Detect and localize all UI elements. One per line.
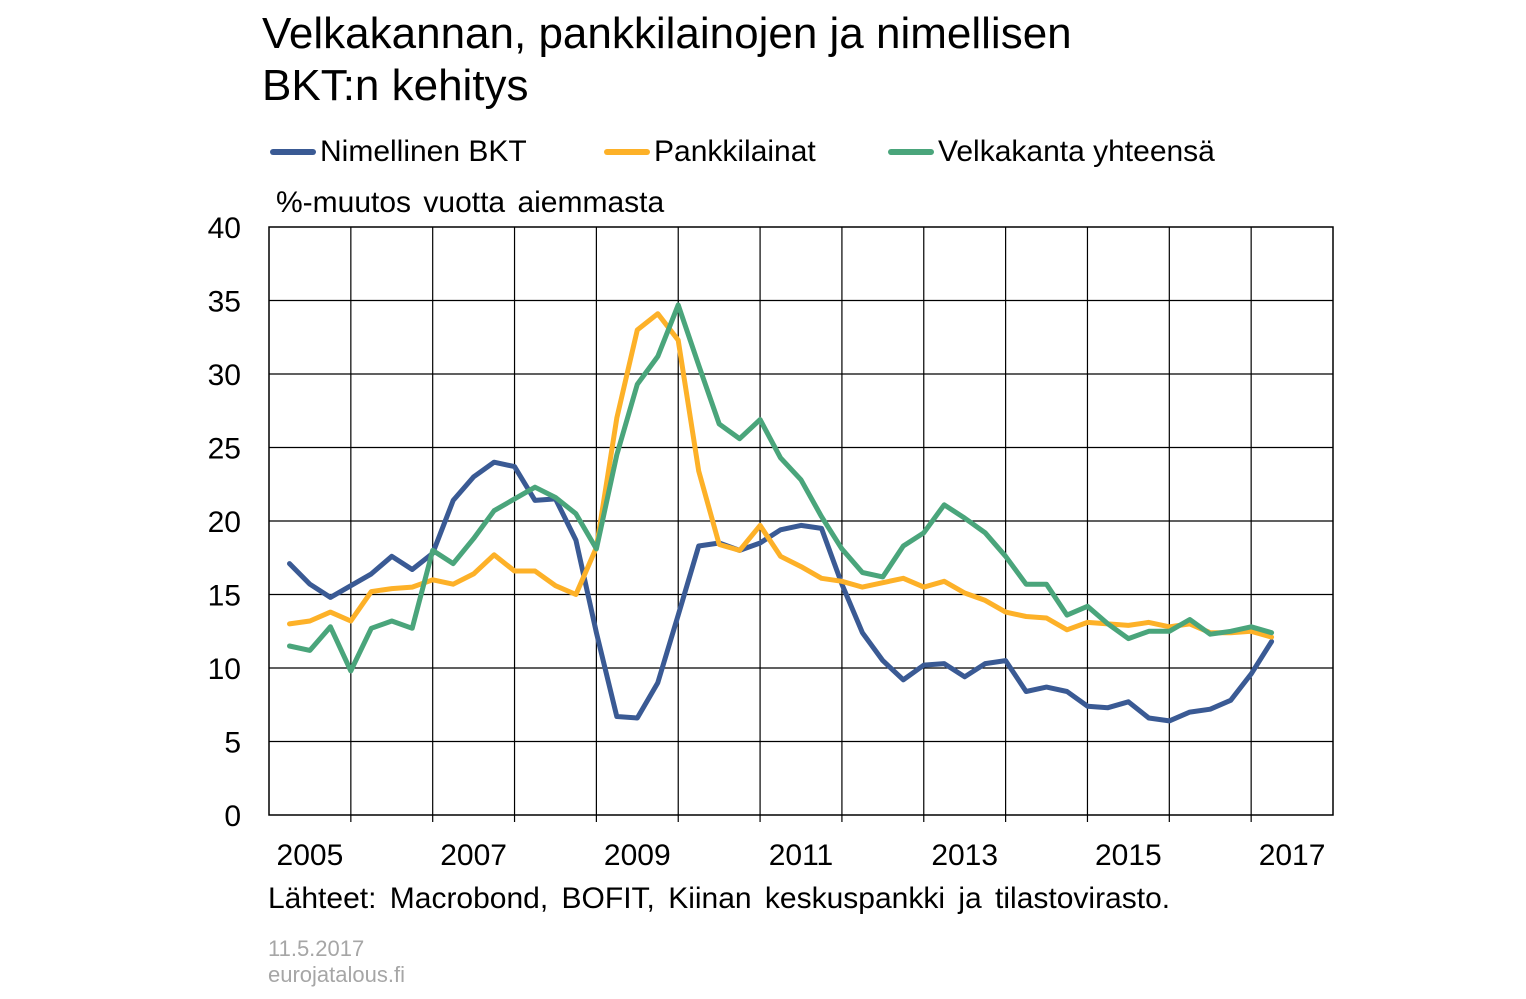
x-tick-label-2011: 2011 xyxy=(769,839,834,872)
source-note: Lähteet: Macrobond, BOFIT, Kiinan keskus… xyxy=(268,882,1171,915)
legend-label-velkakanta-yhteensa: Velkakanta yhteensä xyxy=(938,135,1215,168)
chart-title-line-2: BKT:n kehitys xyxy=(262,61,529,110)
legend-swatch-nimellinen-bkt xyxy=(270,149,316,155)
x-tick-label-2015: 2015 xyxy=(1095,839,1162,872)
legend-swatch-pankkilainat xyxy=(604,149,650,155)
legend-item-nimellinen-bkt: Nimellinen BKT xyxy=(270,135,527,169)
legend-swatch-velkakanta-yhteensa xyxy=(888,149,934,155)
chart-title: Velkakannan, pankkilainojen ja nimellise… xyxy=(262,8,1072,112)
series-line-velkakanta-yhteens xyxy=(287,302,1275,674)
y-tick-label-35: 35 xyxy=(208,286,241,319)
y-tick-label-40: 40 xyxy=(208,212,241,245)
x-tick-label-2009: 2009 xyxy=(604,839,671,872)
series-line-pankkilainat xyxy=(287,311,1275,640)
legend-item-pankkilainat: Pankkilainat xyxy=(604,135,816,169)
publish-date: 11.5.2017 xyxy=(268,936,365,961)
legend-label-pankkilainat: Pankkilainat xyxy=(654,135,816,168)
legend-item-velkakanta-yhteensa: Velkakanta yhteensä xyxy=(888,135,1215,169)
legend-label-nimellinen-bkt: Nimellinen BKT xyxy=(320,135,527,168)
y-tick-label-10: 10 xyxy=(208,653,241,686)
site-name: eurojatalous.fi xyxy=(268,962,405,987)
x-tick-label-2005: 2005 xyxy=(277,839,344,872)
series-line-nimellinen-bkt xyxy=(287,459,1275,724)
plot-frame xyxy=(268,226,1334,816)
x-tick-label-2013: 2013 xyxy=(931,839,998,872)
y-tick-label-25: 25 xyxy=(208,433,241,466)
y-tick-label-5: 5 xyxy=(224,727,241,760)
x-tick-label-2007: 2007 xyxy=(440,839,507,872)
y-axis-unit-label: %-muutos vuotta aiemmasta xyxy=(276,186,665,219)
y-tick-label-0: 0 xyxy=(224,800,241,833)
y-tick-label-30: 30 xyxy=(208,359,241,392)
x-tick-label-2017: 2017 xyxy=(1259,839,1326,872)
y-tick-label-15: 15 xyxy=(208,580,241,613)
y-tick-label-20: 20 xyxy=(208,506,241,539)
chart-title-line-1: Velkakannan, pankkilainojen ja nimellise… xyxy=(262,9,1072,58)
